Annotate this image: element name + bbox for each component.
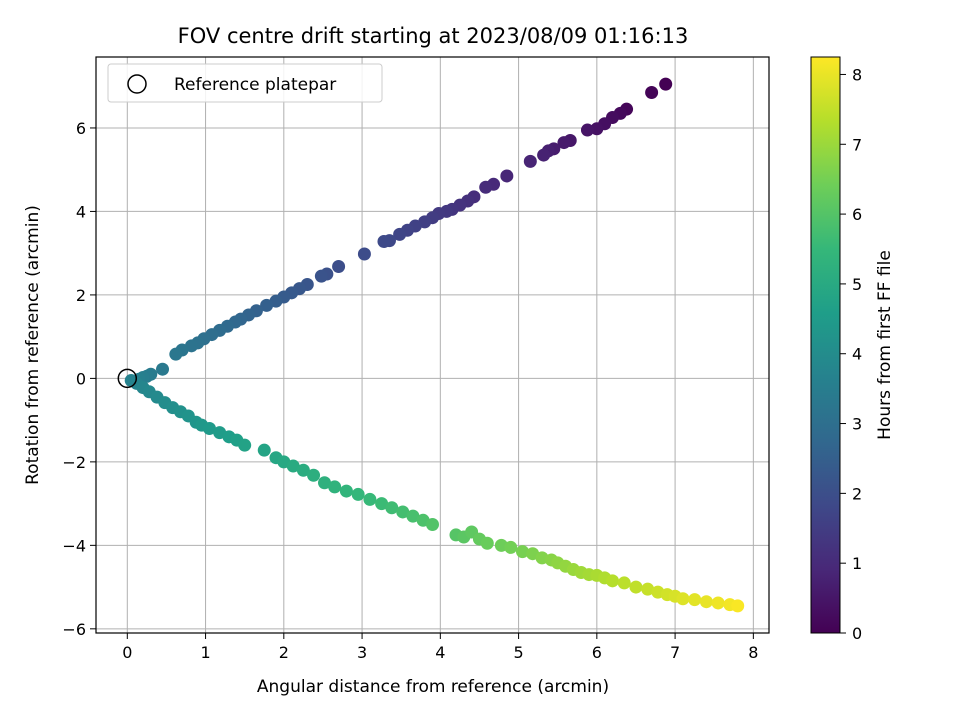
x-tick-label: 8 — [748, 643, 758, 662]
colorbar: 0 1 2 3 4 5 6 7 8 Hours from first FF file — [810, 56, 895, 643]
data-point — [169, 347, 183, 361]
x-axis-label: Angular distance from reference (arcmin) — [257, 677, 609, 697]
data-point — [641, 582, 655, 596]
data-point — [515, 545, 529, 559]
data-point — [731, 599, 745, 613]
data-point — [328, 480, 342, 494]
data-point — [202, 421, 216, 435]
data-point — [537, 148, 551, 162]
data-point — [406, 509, 420, 523]
data-points — [124, 77, 745, 613]
data-point — [332, 260, 346, 274]
colorbar-tick-label: 6 — [852, 205, 862, 224]
data-point — [314, 269, 328, 283]
colorbar-tick-label: 0 — [852, 624, 862, 643]
data-point — [375, 497, 389, 511]
reference-marker-icon — [127, 74, 147, 94]
data-point — [605, 574, 619, 588]
data-point — [676, 592, 690, 606]
y-tick-label: −2 — [62, 453, 86, 472]
data-point — [523, 154, 537, 168]
data-point — [156, 362, 170, 376]
data-point — [580, 123, 594, 137]
reference-point-marker — [117, 368, 138, 389]
chart-title: FOV centre drift starting at 2023/08/09 … — [178, 24, 689, 48]
x-tick-label: 6 — [592, 643, 602, 662]
data-point — [629, 580, 643, 594]
data-point — [617, 576, 631, 590]
data-point — [659, 77, 673, 91]
data-point — [339, 484, 353, 498]
y-axis-ticks: −6 −4 −2 0 2 4 6 — [62, 119, 96, 639]
y-tick-label: 4 — [76, 202, 86, 221]
data-point — [479, 180, 493, 194]
x-axis-ticks: 0 1 2 3 4 5 6 7 8 — [122, 633, 758, 662]
x-tick-label: 4 — [435, 643, 445, 662]
data-point — [645, 85, 659, 99]
colorbar-tick-label: 2 — [852, 484, 862, 503]
data-point — [260, 298, 274, 312]
colorbar-tick-label: 4 — [852, 345, 862, 364]
y-tick-label: 6 — [76, 119, 86, 138]
y-tick-label: −4 — [62, 536, 86, 555]
data-point — [286, 459, 300, 473]
plot-frame — [95, 56, 770, 634]
colorbar-tick-label: 5 — [852, 275, 862, 294]
data-point — [363, 492, 377, 506]
colorbar-gradient — [810, 56, 841, 634]
colorbar-tick-label: 7 — [852, 135, 862, 154]
x-tick-label: 2 — [279, 643, 289, 662]
colorbar-tick-label: 8 — [852, 65, 862, 84]
x-tick-label: 7 — [670, 643, 680, 662]
x-tick-label: 1 — [200, 643, 210, 662]
x-tick-label: 0 — [122, 643, 132, 662]
data-point — [500, 169, 514, 183]
x-tick-label: 5 — [513, 643, 523, 662]
data-point — [296, 463, 310, 477]
data-point — [688, 593, 702, 607]
data-point — [238, 438, 252, 452]
data-point — [504, 540, 518, 554]
colorbar-ticks: 0 1 2 3 4 5 6 7 8 — [840, 65, 862, 643]
data-point — [385, 501, 399, 515]
y-axis-label: Rotation from reference (arcmin) — [23, 205, 43, 485]
legend: Reference platepar — [107, 63, 383, 103]
legend-entry: Reference platepar — [174, 75, 336, 95]
colorbar-tick-label: 1 — [852, 554, 862, 573]
data-point — [699, 595, 713, 609]
data-point — [351, 487, 365, 501]
y-tick-label: 2 — [76, 286, 86, 305]
colorbar-label: Hours from first FF file — [875, 250, 895, 440]
data-point — [377, 234, 391, 248]
data-point — [393, 227, 407, 241]
data-point — [557, 136, 571, 150]
data-point — [257, 443, 271, 457]
data-point — [307, 468, 321, 482]
colorbar-tick-label: 3 — [852, 415, 862, 434]
x-tick-label: 3 — [357, 643, 367, 662]
legend-box — [107, 63, 383, 103]
data-point — [480, 536, 494, 550]
data-point — [396, 505, 410, 519]
data-point — [711, 596, 725, 610]
data-point — [357, 247, 371, 261]
y-tick-label: 0 — [76, 369, 86, 388]
data-point — [318, 476, 332, 490]
y-tick-label: −6 — [62, 620, 86, 639]
grid-lines — [96, 57, 769, 633]
data-point — [426, 517, 439, 531]
